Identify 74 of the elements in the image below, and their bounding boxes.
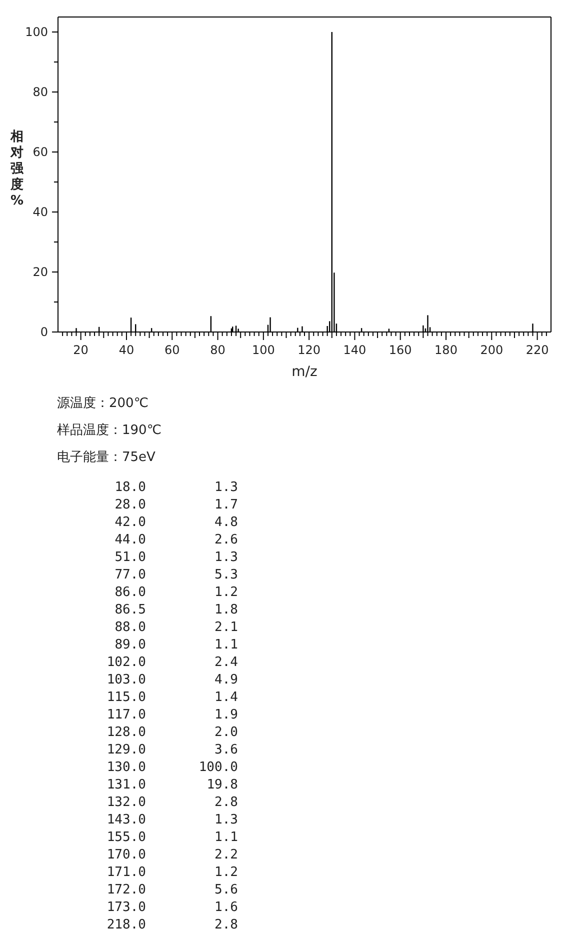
text: 2.1	[214, 620, 238, 635]
text: 155.0	[106, 830, 146, 845]
text: 3.6	[214, 742, 238, 758]
text: 1.3	[214, 550, 238, 565]
text: 5.6	[214, 882, 238, 898]
text: 1.3	[214, 480, 238, 495]
x-tick-label: 180	[434, 343, 458, 357]
text: 100.0	[198, 760, 238, 775]
text: 样品温度：190℃	[57, 422, 162, 438]
x-tick-label: 100	[252, 343, 275, 357]
text: 4.9	[214, 672, 238, 688]
text: 2.4	[214, 655, 238, 670]
y-tick-label: 80	[32, 85, 48, 99]
text: 4.8	[214, 515, 238, 530]
text: 1.4	[214, 690, 238, 705]
y-tick-label: 0	[40, 325, 48, 339]
text: 128.0	[106, 725, 146, 740]
text: 2.6	[214, 532, 238, 548]
text: 89.0	[114, 638, 146, 652]
text: 51.0	[114, 550, 146, 565]
text: 88.0	[114, 620, 146, 635]
y-tick-label: 60	[32, 145, 48, 159]
y-tick-label: 100	[25, 25, 48, 39]
text: 115.0	[106, 690, 146, 705]
text: 2.8	[214, 918, 238, 932]
text: 132.0	[106, 795, 146, 810]
text: 1.2	[214, 585, 238, 600]
x-tick-label: 120	[298, 343, 321, 357]
text: 218.0	[106, 918, 146, 932]
x-axis-title: m/z	[292, 364, 318, 380]
x-tick-label: 220	[526, 343, 549, 357]
y-tick-label: 40	[32, 205, 48, 219]
text: 1.8	[214, 602, 238, 618]
text: 173.0	[106, 900, 146, 915]
x-tick-label: 80	[210, 343, 226, 357]
y-tick-label: 20	[32, 265, 48, 279]
text: 2.2	[214, 848, 238, 862]
text: 2.8	[214, 795, 238, 810]
text: 2.0	[214, 725, 238, 740]
text: 1.2	[214, 865, 238, 880]
text: 172.0	[106, 882, 146, 898]
text: 131.0	[106, 778, 146, 792]
text: 44.0	[114, 532, 146, 548]
text: 77.0	[114, 568, 146, 582]
text: 129.0	[106, 742, 146, 758]
text: 117.0	[106, 708, 146, 722]
text: 18.0	[114, 480, 146, 495]
text: 42.0	[114, 515, 146, 530]
text: 1.3	[214, 812, 238, 828]
text: 103.0	[106, 672, 146, 688]
text: 86.0	[114, 585, 146, 600]
text: 源温度：200℃	[57, 395, 148, 411]
x-tick-label: 140	[343, 343, 366, 357]
text: 171.0	[106, 865, 146, 880]
x-tick-label: 40	[118, 343, 134, 357]
text: 电子能量：75eV	[57, 450, 156, 465]
text: 19.8	[206, 778, 238, 792]
text: 86.5	[114, 602, 146, 618]
text: 1.1	[214, 830, 238, 845]
x-tick-label: 60	[164, 343, 180, 357]
text: 5.3	[214, 568, 238, 582]
text: 1.6	[214, 900, 238, 915]
x-tick-label: 160	[388, 343, 412, 357]
x-tick-label: 200	[480, 343, 504, 357]
text: 1.7	[214, 498, 238, 512]
text: 143.0	[106, 812, 146, 828]
text: 28.0	[114, 498, 146, 512]
y-axis-title: 相对强度%	[10, 130, 24, 208]
text: 170.0	[106, 848, 146, 862]
text: 1.9	[214, 708, 238, 722]
x-tick-label: 20	[73, 343, 88, 357]
text: 130.0	[106, 760, 146, 775]
text: 1.1	[214, 638, 238, 652]
text: 102.0	[106, 655, 146, 670]
